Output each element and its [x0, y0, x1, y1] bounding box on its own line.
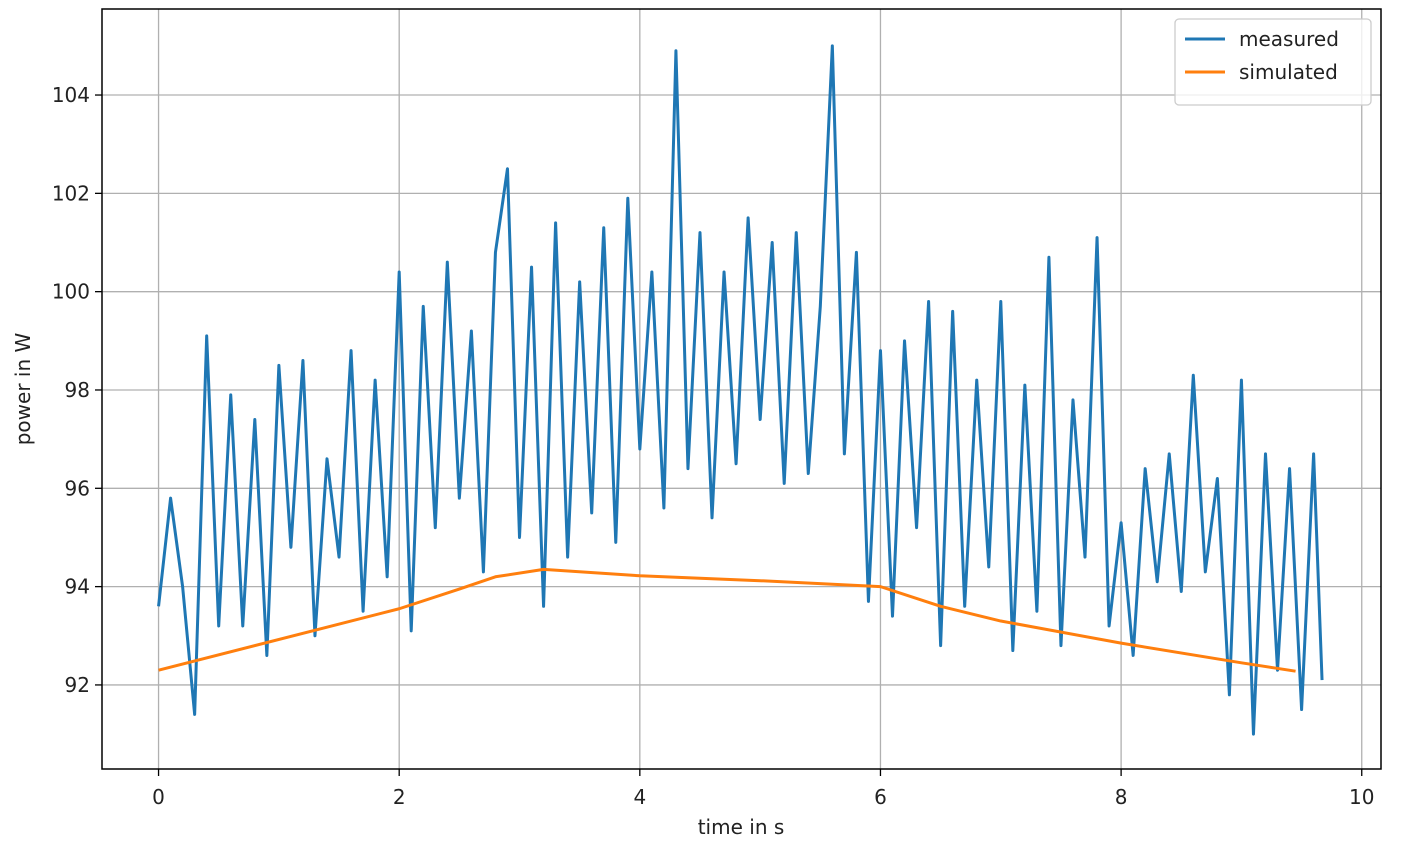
x-tick-label: 0	[152, 785, 165, 809]
y-axis-label: power in W	[11, 333, 35, 446]
y-tick-label: 92	[65, 673, 90, 697]
x-tick-label: 2	[393, 785, 406, 809]
y-tick-label: 96	[65, 476, 90, 500]
x-tick-label: 8	[1115, 785, 1128, 809]
legend-label: simulated	[1239, 60, 1338, 84]
y-tick-label: 102	[52, 181, 90, 205]
series-line	[157, 44, 1324, 736]
legend-label: measured	[1239, 27, 1339, 51]
series-line	[158, 567, 1296, 673]
y-tick-label: 104	[52, 83, 90, 107]
x-tick-label: 6	[874, 785, 887, 809]
x-tick-label: 4	[633, 785, 646, 809]
y-tick-label: 100	[52, 280, 90, 304]
y-tick-label: 98	[65, 378, 90, 402]
x-axis-label: time in s	[698, 815, 785, 839]
x-tick-label: 10	[1349, 785, 1374, 809]
y-tick-label: 94	[65, 575, 90, 599]
plot-frame	[101, 8, 1382, 770]
